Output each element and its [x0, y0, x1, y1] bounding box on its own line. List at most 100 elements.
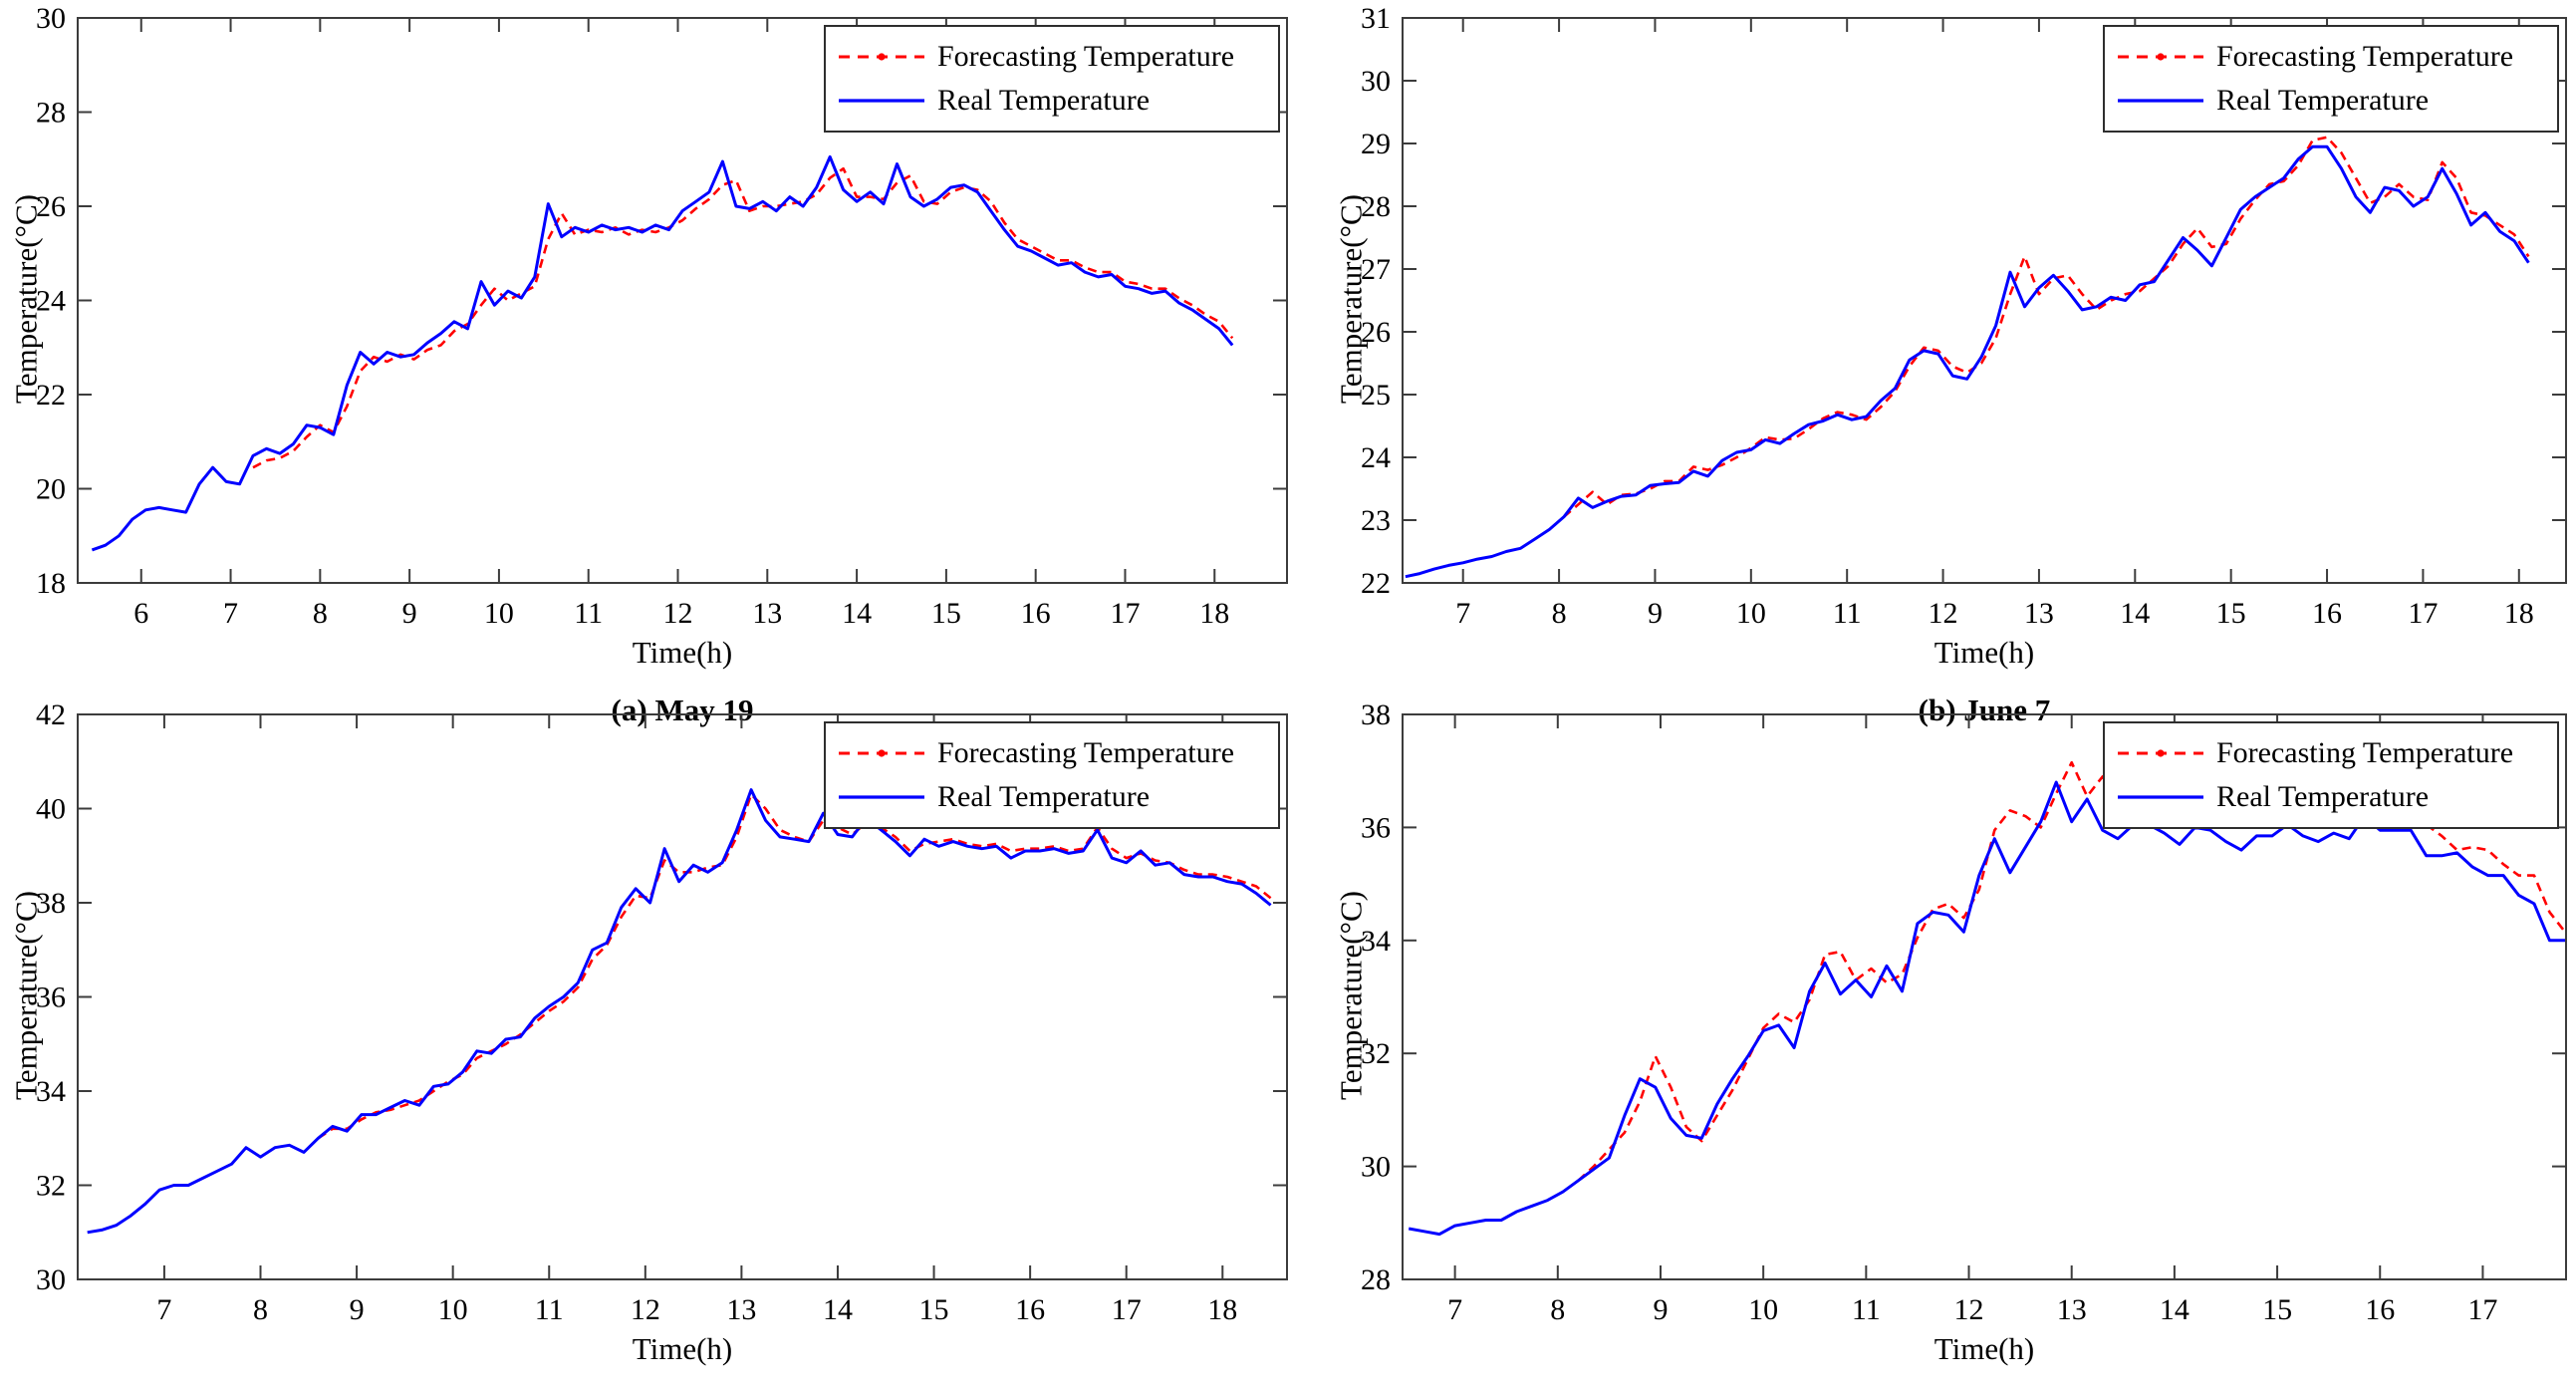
svg-text:24: 24: [1361, 441, 1391, 474]
svg-text:7: 7: [156, 1293, 171, 1326]
svg-text:18: 18: [1199, 597, 1229, 630]
legend-item-forecast: Forecasting Temperature: [836, 731, 1266, 775]
svg-text:11: 11: [535, 1293, 564, 1326]
solid-line-icon: [2118, 99, 2203, 103]
svg-text:14: 14: [2120, 597, 2150, 630]
svg-text:38: 38: [1361, 698, 1391, 731]
legend-item-forecast: Forecasting Temperature: [2115, 35, 2545, 79]
svg-text:15: 15: [919, 1293, 949, 1326]
svg-text:14: 14: [823, 1293, 853, 1326]
svg-text:9: 9: [1653, 1293, 1668, 1326]
svg-text:18: 18: [1207, 1293, 1237, 1326]
svg-text:13: 13: [2024, 597, 2054, 630]
svg-text:28: 28: [1361, 1263, 1391, 1296]
svg-text:10: 10: [438, 1293, 468, 1326]
svg-text:10: 10: [484, 597, 514, 630]
dashed-line-icon: [839, 53, 924, 61]
legend-item-forecast: Forecasting Temperature: [836, 35, 1266, 79]
y-axis-label: Temperature(°C): [1333, 193, 1368, 404]
svg-text:22: 22: [1361, 567, 1391, 600]
svg-text:15: 15: [2216, 597, 2246, 630]
svg-text:30: 30: [36, 2, 66, 35]
svg-text:30: 30: [36, 1263, 66, 1296]
solid-line-icon: [2118, 795, 2203, 799]
svg-text:9: 9: [402, 597, 417, 630]
legend-label-forecast: Forecasting Temperature: [2216, 40, 2514, 73]
svg-text:32: 32: [36, 1170, 66, 1203]
legend-label-forecast: Forecasting Temperature: [937, 40, 1235, 73]
svg-text:34: 34: [1361, 925, 1391, 958]
svg-text:26: 26: [1361, 316, 1391, 349]
svg-text:17: 17: [2408, 597, 2438, 630]
svg-text:20: 20: [36, 473, 66, 506]
svg-text:25: 25: [1361, 379, 1391, 412]
svg-text:11: 11: [1833, 597, 1862, 630]
legend: Forecasting Temperature Real Temperature: [2103, 721, 2559, 829]
svg-text:23: 23: [1361, 504, 1391, 537]
svg-text:26: 26: [36, 190, 66, 223]
svg-text:18: 18: [36, 567, 66, 600]
legend-item-real: Real Temperature: [2115, 775, 2545, 819]
svg-text:12: 12: [663, 597, 693, 630]
chart-b-june-7: 7 8 9 10 11 12 13 14 15 16 17 18 22 23 24 25 26 27 28 29 30 3…: [1288, 0, 2576, 727]
legend: Forecasting Temperature Real Temperature: [824, 25, 1280, 133]
svg-text:30: 30: [1361, 65, 1391, 98]
plot-area: 7 8 9 10 11 12 13 14 15 16 17 18 22 23 24 25 26 27 28 29 30 3…: [1361, 2, 2567, 630]
svg-text:7: 7: [1455, 597, 1470, 630]
chart-caption: (d) August 22: [1775, 1389, 2193, 1393]
svg-text:9: 9: [1648, 597, 1663, 630]
svg-text:22: 22: [36, 379, 66, 412]
svg-text:16: 16: [1021, 597, 1051, 630]
legend: Forecasting Temperature Real Temperature: [2103, 25, 2559, 133]
x-axis-label: Time(h): [632, 635, 733, 670]
svg-text:10: 10: [1748, 1293, 1778, 1326]
plot-area: 6 7 8 9 10 11 12 13 14 15 16 17 18 18 20 22 24 26 28 30: [36, 2, 1288, 630]
solid-line-icon: [839, 99, 924, 103]
svg-text:34: 34: [36, 1075, 66, 1108]
legend-item-real: Real Temperature: [2115, 79, 2545, 123]
svg-text:17: 17: [1112, 1293, 1142, 1326]
svg-text:18: 18: [2504, 597, 2534, 630]
svg-text:36: 36: [1361, 811, 1391, 844]
dashed-line-icon: [2118, 749, 2203, 757]
svg-text:27: 27: [1361, 253, 1391, 286]
svg-text:29: 29: [1361, 128, 1391, 160]
legend-label-real: Real Temperature: [2216, 780, 2430, 813]
svg-text:17: 17: [2467, 1293, 2497, 1326]
legend-label-real: Real Temperature: [2216, 84, 2430, 117]
solid-line-icon: [839, 795, 924, 799]
legend-label-real: Real Temperature: [937, 84, 1151, 117]
svg-text:15: 15: [2262, 1293, 2292, 1326]
svg-text:17: 17: [1110, 597, 1140, 630]
svg-text:8: 8: [1552, 597, 1567, 630]
chart-caption: (b) June 7: [1918, 693, 2051, 727]
x-axis-label: Time(h): [1933, 1331, 2035, 1366]
svg-text:8: 8: [313, 597, 328, 630]
chart-d-august-22: 7 8 9 10 11 12 13 14 15 16 17 28 30 32 34 36 38 Temperat…: [1288, 696, 2576, 1393]
y-axis-label: Temperature(°C): [8, 193, 43, 404]
svg-text:16: 16: [2312, 597, 2342, 630]
svg-text:11: 11: [1852, 1293, 1881, 1326]
svg-text:12: 12: [1954, 1293, 1984, 1326]
y-axis-label: Temperature(°C): [1333, 890, 1368, 1100]
svg-text:12: 12: [631, 1293, 660, 1326]
svg-text:8: 8: [253, 1293, 268, 1326]
legend-label-real: Real Temperature: [937, 780, 1151, 813]
legend-item-real: Real Temperature: [836, 775, 1266, 819]
svg-text:16: 16: [1015, 1293, 1045, 1326]
chart-caption: (c) July 21: [473, 1389, 892, 1393]
y-axis-label: Temperature(°C): [8, 890, 43, 1100]
svg-text:42: 42: [36, 698, 66, 731]
legend-label-forecast: Forecasting Temperature: [2216, 736, 2514, 769]
svg-text:30: 30: [1361, 1151, 1391, 1184]
x-axis-label: Time(h): [1933, 635, 2035, 670]
plot-area: 7 8 9 10 11 12 13 14 15 16 17 18 30 32 34 36 38 40 42: [36, 698, 1288, 1326]
svg-text:31: 31: [1361, 2, 1391, 35]
svg-text:24: 24: [36, 285, 66, 318]
legend: Forecasting Temperature Real Temperature: [824, 721, 1280, 829]
svg-text:9: 9: [350, 1293, 365, 1326]
svg-text:7: 7: [223, 597, 238, 630]
svg-text:14: 14: [2160, 1293, 2190, 1326]
svg-text:14: 14: [842, 597, 872, 630]
